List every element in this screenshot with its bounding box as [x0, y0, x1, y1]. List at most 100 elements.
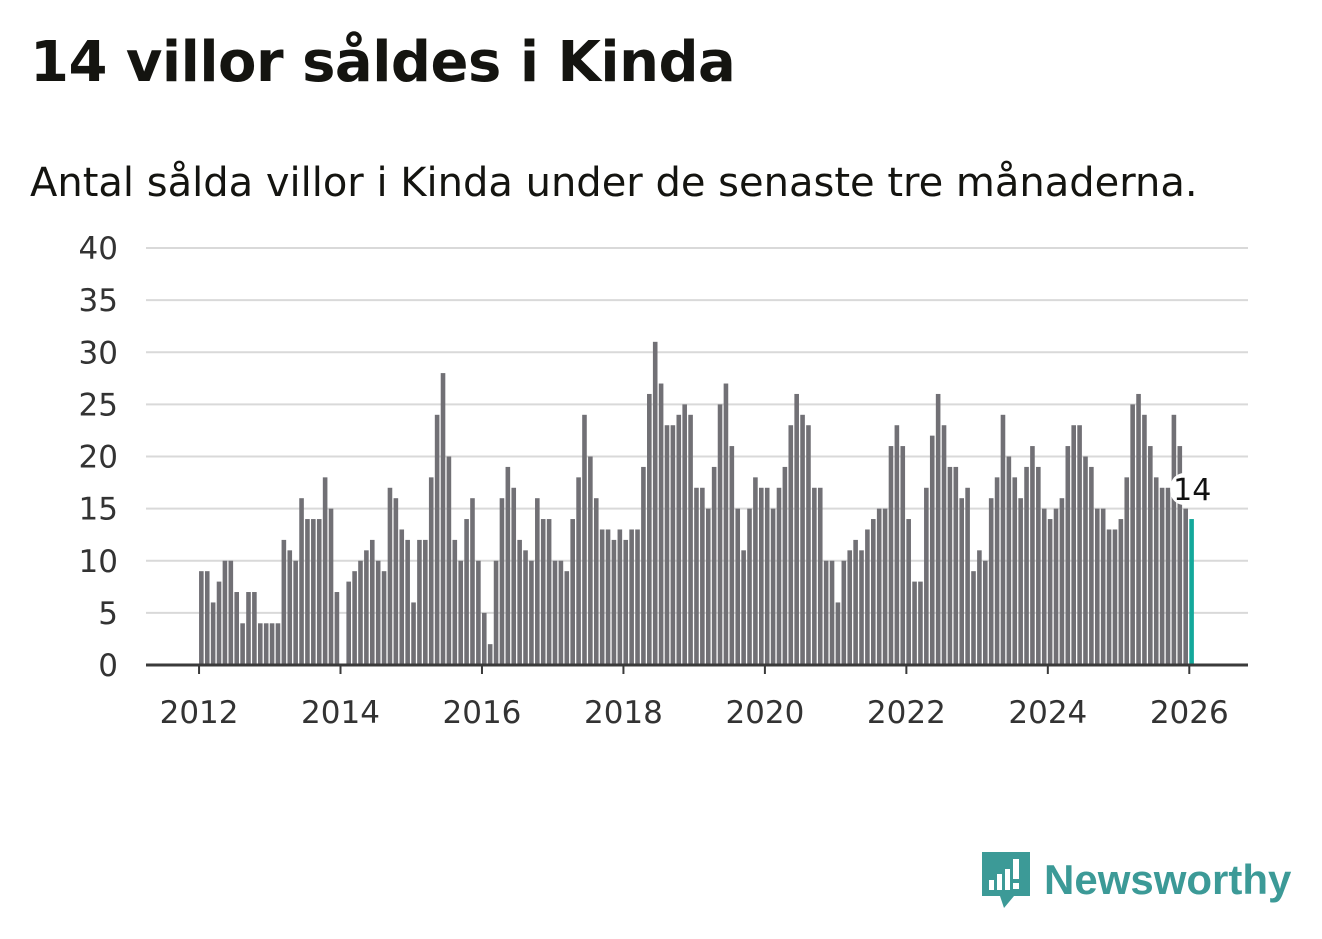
bar	[1142, 414, 1147, 665]
bar	[452, 539, 458, 665]
bar	[322, 477, 328, 665]
bar	[988, 498, 994, 665]
bar	[1018, 498, 1023, 665]
bar	[487, 644, 493, 665]
bar	[782, 466, 788, 665]
y-axis-labels: 0 5 10 15 20 25 30 35 40	[79, 231, 118, 684]
bar-latest	[1189, 519, 1194, 665]
bar	[311, 519, 316, 665]
bar	[234, 592, 240, 665]
bar	[1106, 529, 1112, 665]
bar	[694, 487, 699, 665]
bar	[369, 539, 375, 665]
bar	[257, 623, 263, 665]
x-tick-label: 2026	[1150, 695, 1229, 731]
bar	[847, 550, 853, 665]
x-tick-label: 2018	[584, 695, 663, 731]
bar	[222, 560, 228, 665]
bar	[1000, 414, 1006, 665]
bar	[458, 560, 463, 665]
bar	[1153, 477, 1159, 665]
bar	[812, 487, 817, 665]
bar	[281, 539, 287, 665]
bars	[199, 341, 1194, 665]
bar	[977, 550, 982, 665]
bar	[611, 539, 617, 665]
bar	[252, 592, 257, 665]
bar	[788, 425, 794, 665]
x-tick-label: 2024	[1008, 695, 1087, 731]
bar	[641, 466, 646, 665]
bar	[1124, 477, 1130, 665]
chart-title: 14 villor såldes i Kinda	[30, 30, 736, 95]
bar	[994, 477, 1000, 665]
bar	[570, 519, 575, 665]
x-tick-label: 2012	[160, 695, 239, 731]
bar	[764, 487, 770, 665]
bar	[959, 498, 965, 665]
bar	[204, 571, 210, 665]
bar	[1053, 508, 1059, 665]
bar	[876, 508, 882, 665]
bar	[753, 477, 758, 665]
bar	[1065, 446, 1071, 665]
bar	[305, 519, 310, 665]
bar	[1183, 508, 1188, 665]
bar	[912, 581, 917, 665]
chart-subtitle: Antal sålda villor i Kinda under de sena…	[30, 160, 1198, 206]
bar	[446, 456, 452, 665]
bar	[464, 519, 469, 665]
bar	[593, 498, 599, 665]
bar	[741, 550, 746, 665]
y-tick-label: 20	[79, 440, 118, 476]
bar	[676, 414, 682, 665]
bar	[1012, 477, 1018, 665]
bar	[871, 519, 876, 665]
y-tick-label: 5	[98, 596, 118, 632]
bar	[352, 571, 357, 665]
bar	[582, 414, 587, 665]
bar	[287, 550, 293, 665]
bar	[664, 425, 670, 665]
bar	[700, 487, 705, 665]
bar	[652, 341, 658, 665]
bar	[629, 529, 634, 665]
bar	[552, 560, 558, 665]
bar	[1130, 404, 1135, 665]
bar	[729, 446, 735, 665]
bar	[576, 477, 581, 665]
bar	[263, 623, 269, 665]
bar	[635, 529, 640, 665]
bar	[841, 560, 847, 665]
bar	[558, 560, 564, 665]
bar	[776, 487, 782, 665]
bar	[800, 414, 805, 665]
bar	[1006, 456, 1012, 665]
bar	[906, 519, 911, 665]
bar	[588, 456, 593, 665]
bar	[1136, 393, 1141, 665]
bar	[1100, 508, 1106, 665]
bar	[1024, 466, 1029, 665]
bar	[735, 508, 741, 665]
bar	[888, 446, 894, 665]
bar	[517, 539, 522, 665]
bar	[564, 571, 570, 665]
bar	[723, 383, 729, 665]
bar	[711, 466, 717, 665]
bar	[670, 425, 676, 665]
bar	[1047, 519, 1053, 665]
bar	[965, 487, 970, 665]
bar	[1094, 508, 1100, 665]
bar	[275, 623, 281, 665]
bar	[1177, 446, 1183, 665]
bar	[246, 592, 251, 665]
bar	[1148, 446, 1153, 665]
bar	[529, 560, 534, 665]
bar	[228, 560, 234, 665]
bar	[982, 560, 988, 665]
bar	[1089, 466, 1094, 665]
bar	[476, 560, 481, 665]
y-tick-label: 0	[98, 648, 118, 684]
bar	[1118, 519, 1124, 665]
